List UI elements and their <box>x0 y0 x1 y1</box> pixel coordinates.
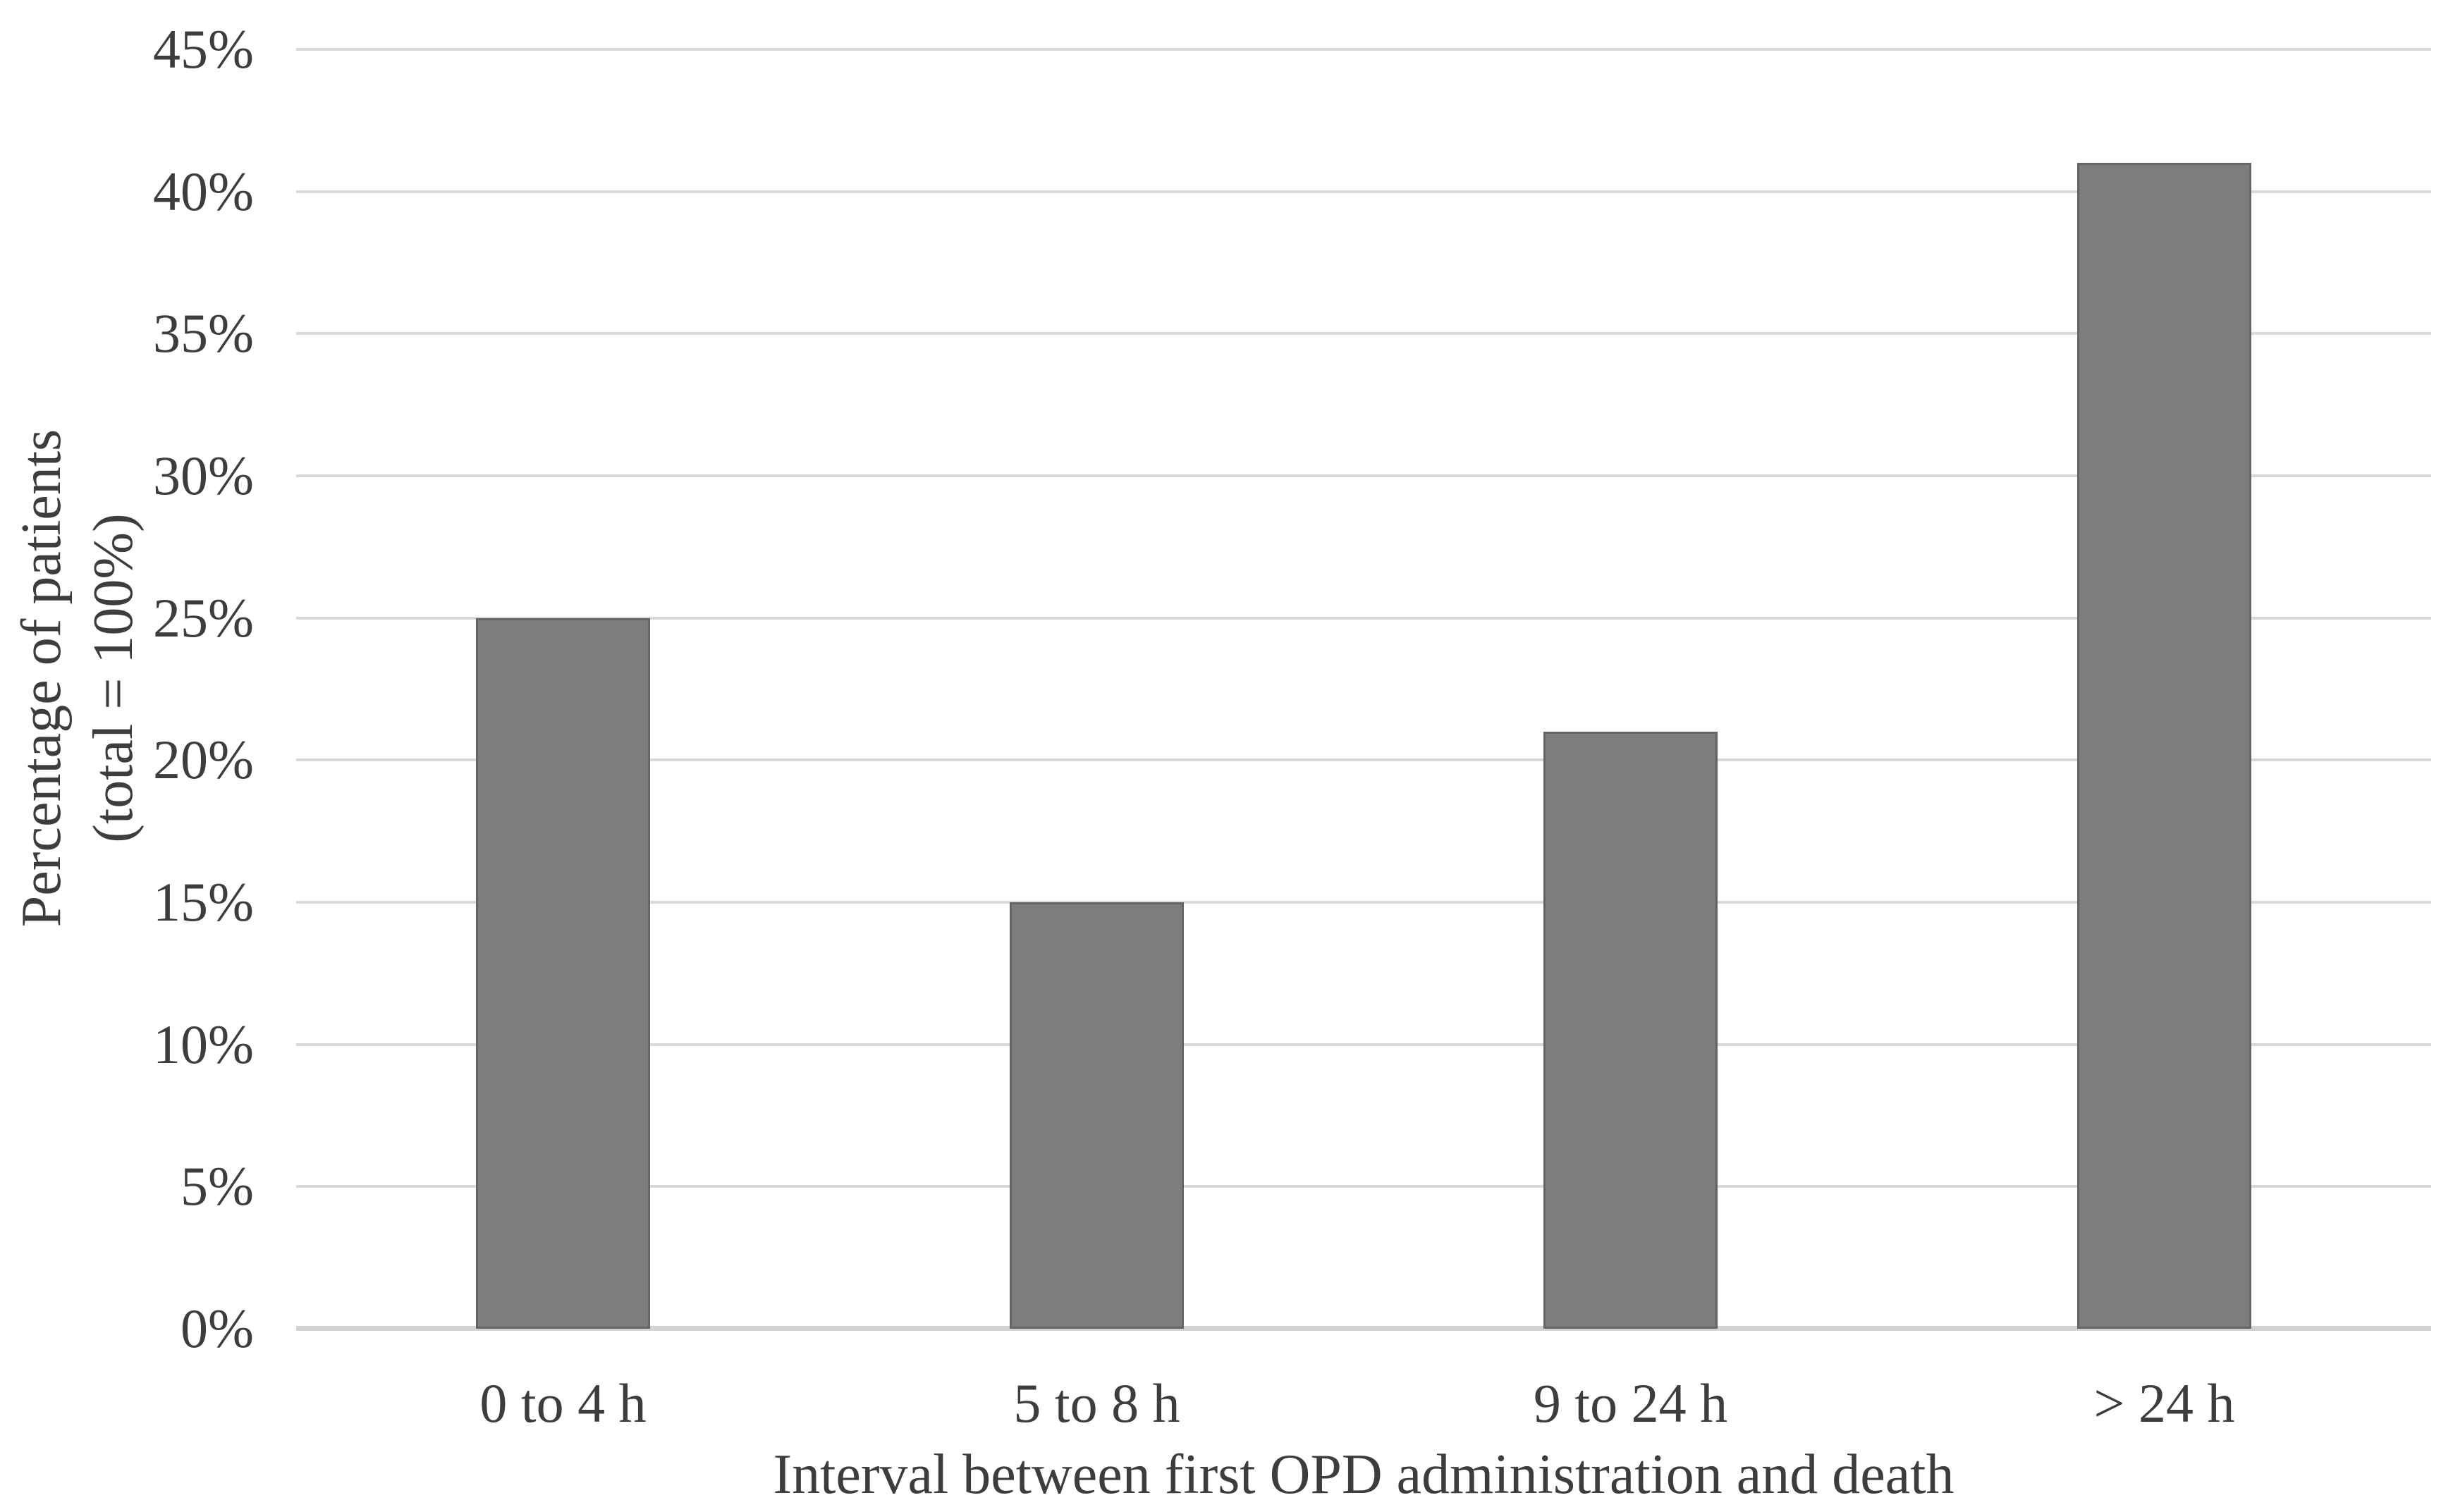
y-tick-label-10%: 10% <box>153 1013 254 1075</box>
y-tick-label-40%: 40% <box>153 160 254 222</box>
x-category-label-1: 0 to 4 h <box>479 1372 647 1434</box>
bar-> 24 h <box>2077 163 2251 1329</box>
gridline-15% <box>296 900 2431 904</box>
bar-0 to 4 h <box>476 617 650 1329</box>
x-category-label-3: 9 to 24 h <box>1533 1372 1728 1434</box>
gridline-30% <box>296 474 2431 477</box>
plot-area <box>296 48 2431 1331</box>
gridline-45% <box>296 48 2431 51</box>
x-axis-title: Interval between first OPD administratio… <box>773 1444 1954 1506</box>
bar-9 to 24 h <box>1543 732 1718 1329</box>
y-tick-label-0%: 0% <box>181 1298 254 1359</box>
bar-slot-1 <box>296 49 830 1329</box>
y-axis-tick-labels: 45% 40% 35% 30% 25% 20% 15% 10% 5% 0% <box>0 22 254 1356</box>
bar-5 to 8 h <box>1010 902 1184 1329</box>
y-tick-label-25%: 25% <box>153 586 254 649</box>
gridline-35% <box>296 332 2431 336</box>
bar-slot-4 <box>1897 49 2431 1329</box>
y-tick-label-20%: 20% <box>153 729 254 791</box>
bar-slot-3 <box>1364 49 1897 1329</box>
y-tick-label-30%: 30% <box>153 444 254 506</box>
gridline-10% <box>296 1043 2431 1046</box>
y-tick-label-5%: 5% <box>181 1155 254 1217</box>
gridline-5% <box>296 1185 2431 1188</box>
y-tick-label-45%: 45% <box>153 18 254 80</box>
y-tick-label-15%: 15% <box>153 871 254 933</box>
x-category-label-2: 5 to 8 h <box>1013 1372 1180 1434</box>
bar-series <box>296 49 2431 1329</box>
x-category-label-4: > 24 h <box>2093 1372 2235 1434</box>
gridline-20% <box>296 758 2431 762</box>
gridline-40% <box>296 190 2431 193</box>
gridline-25% <box>296 616 2431 620</box>
bar-slot-2 <box>830 49 1364 1329</box>
y-tick-label-35%: 35% <box>153 302 254 364</box>
x-axis-line <box>296 1326 2431 1331</box>
